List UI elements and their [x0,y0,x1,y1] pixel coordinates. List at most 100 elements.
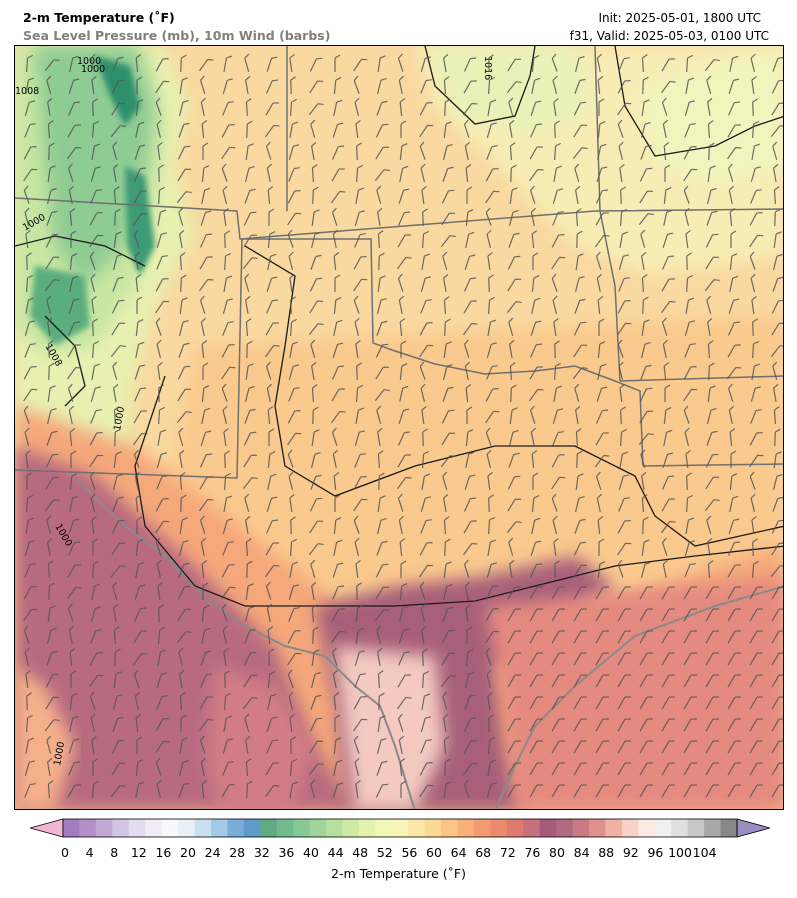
wind-barb [507,784,521,798]
wind-barb [89,212,103,226]
wind-barb [683,168,698,182]
wind-barb [201,407,211,424]
wind-barb [551,454,565,468]
wind-barb [662,452,674,468]
wind-barb [771,674,783,688]
wind-barb [46,75,52,94]
wind-barb [25,714,34,733]
wind-barb [68,321,81,336]
wind-barb [111,542,126,556]
wind-barb [245,143,254,161]
wind-barb [331,647,338,666]
wind-barb [331,388,345,402]
wind-barb [443,273,449,293]
wind-barb [309,80,324,94]
colorbar-swatch [408,819,426,837]
wind-barb [223,55,233,73]
wind-barb [377,495,386,513]
wind-barb [686,472,692,491]
wind-barb [134,471,141,490]
map-title: 2-m Temperature (˚F) [23,10,175,25]
wind-barb [684,207,690,226]
wind-barb [662,255,675,270]
wind-barb [463,80,477,94]
wind-barb [202,582,209,600]
wind-barb [529,784,543,798]
wind-barb [620,406,626,425]
isobar-label: 1016 [482,56,493,80]
wind-barb [111,739,125,754]
wind-barb [683,696,697,710]
wind-barb [266,496,278,512]
wind-barb [376,737,387,754]
colorbar-label: 2-m Temperature (˚F) [331,866,466,881]
wind-barb [356,142,362,161]
wind-barb [200,673,213,688]
wind-barb [508,452,520,468]
wind-barb [771,718,783,732]
wind-barb [598,538,605,556]
wind-barb [330,630,346,644]
wind-barb [706,295,712,314]
wind-barb [573,541,587,556]
wind-barb [155,300,170,314]
wind-barb [507,586,521,600]
wind-barb [24,320,35,336]
wind-barb [770,125,783,138]
wind-barb [202,142,209,160]
wind-barb [112,716,124,732]
wind-barb [705,740,719,754]
wind-barb [333,737,342,755]
wind-barb [23,608,38,622]
colorbar-swatch [342,819,360,837]
wind-barb [618,474,629,490]
wind-barb [201,187,211,204]
wind-barb [178,759,189,776]
wind-barb [639,387,653,402]
wind-barb [531,77,541,94]
wind-barb [595,212,609,226]
wind-barb [485,427,492,446]
wind-barb [772,253,783,270]
wind-barb [705,696,719,710]
wind-barb [551,718,565,732]
wind-barb [354,97,360,116]
wind-barb [25,54,34,73]
wind-barb [46,515,52,534]
wind-barb [266,716,278,732]
wind-barb [288,251,294,270]
wind-barb [158,384,164,403]
wind-barb [89,674,104,688]
wind-barb [223,207,229,227]
wind-barb [156,119,162,138]
wind-barb [575,428,582,447]
colorbar-over-arrow [736,818,770,838]
wind-barb [532,472,539,490]
wind-barb [685,54,694,73]
wind-barb [68,518,80,534]
wind-barb [771,740,783,754]
wind-barb [136,516,143,534]
wind-barb [202,362,209,380]
wind-barb [640,341,651,358]
wind-barb [199,75,206,94]
wind-barb [353,696,367,710]
wind-barb [707,317,713,337]
wind-barb [198,718,214,732]
wind-barb [683,388,698,402]
wind-barb [221,784,235,798]
wind-barb [574,298,586,314]
wind-barb [772,56,783,72]
wind-barb [90,629,102,644]
wind-barb [267,693,277,710]
wind-barb [376,100,388,116]
wind-barb [770,345,783,358]
colorbar-tick-label: 8 [110,845,119,860]
wind-barb [638,213,654,226]
wind-barb [134,251,141,270]
wind-barb [332,365,345,380]
wind-barb [377,670,384,689]
wind-barb [420,56,431,72]
wind-barb [158,604,164,623]
wind-barb [311,209,320,227]
